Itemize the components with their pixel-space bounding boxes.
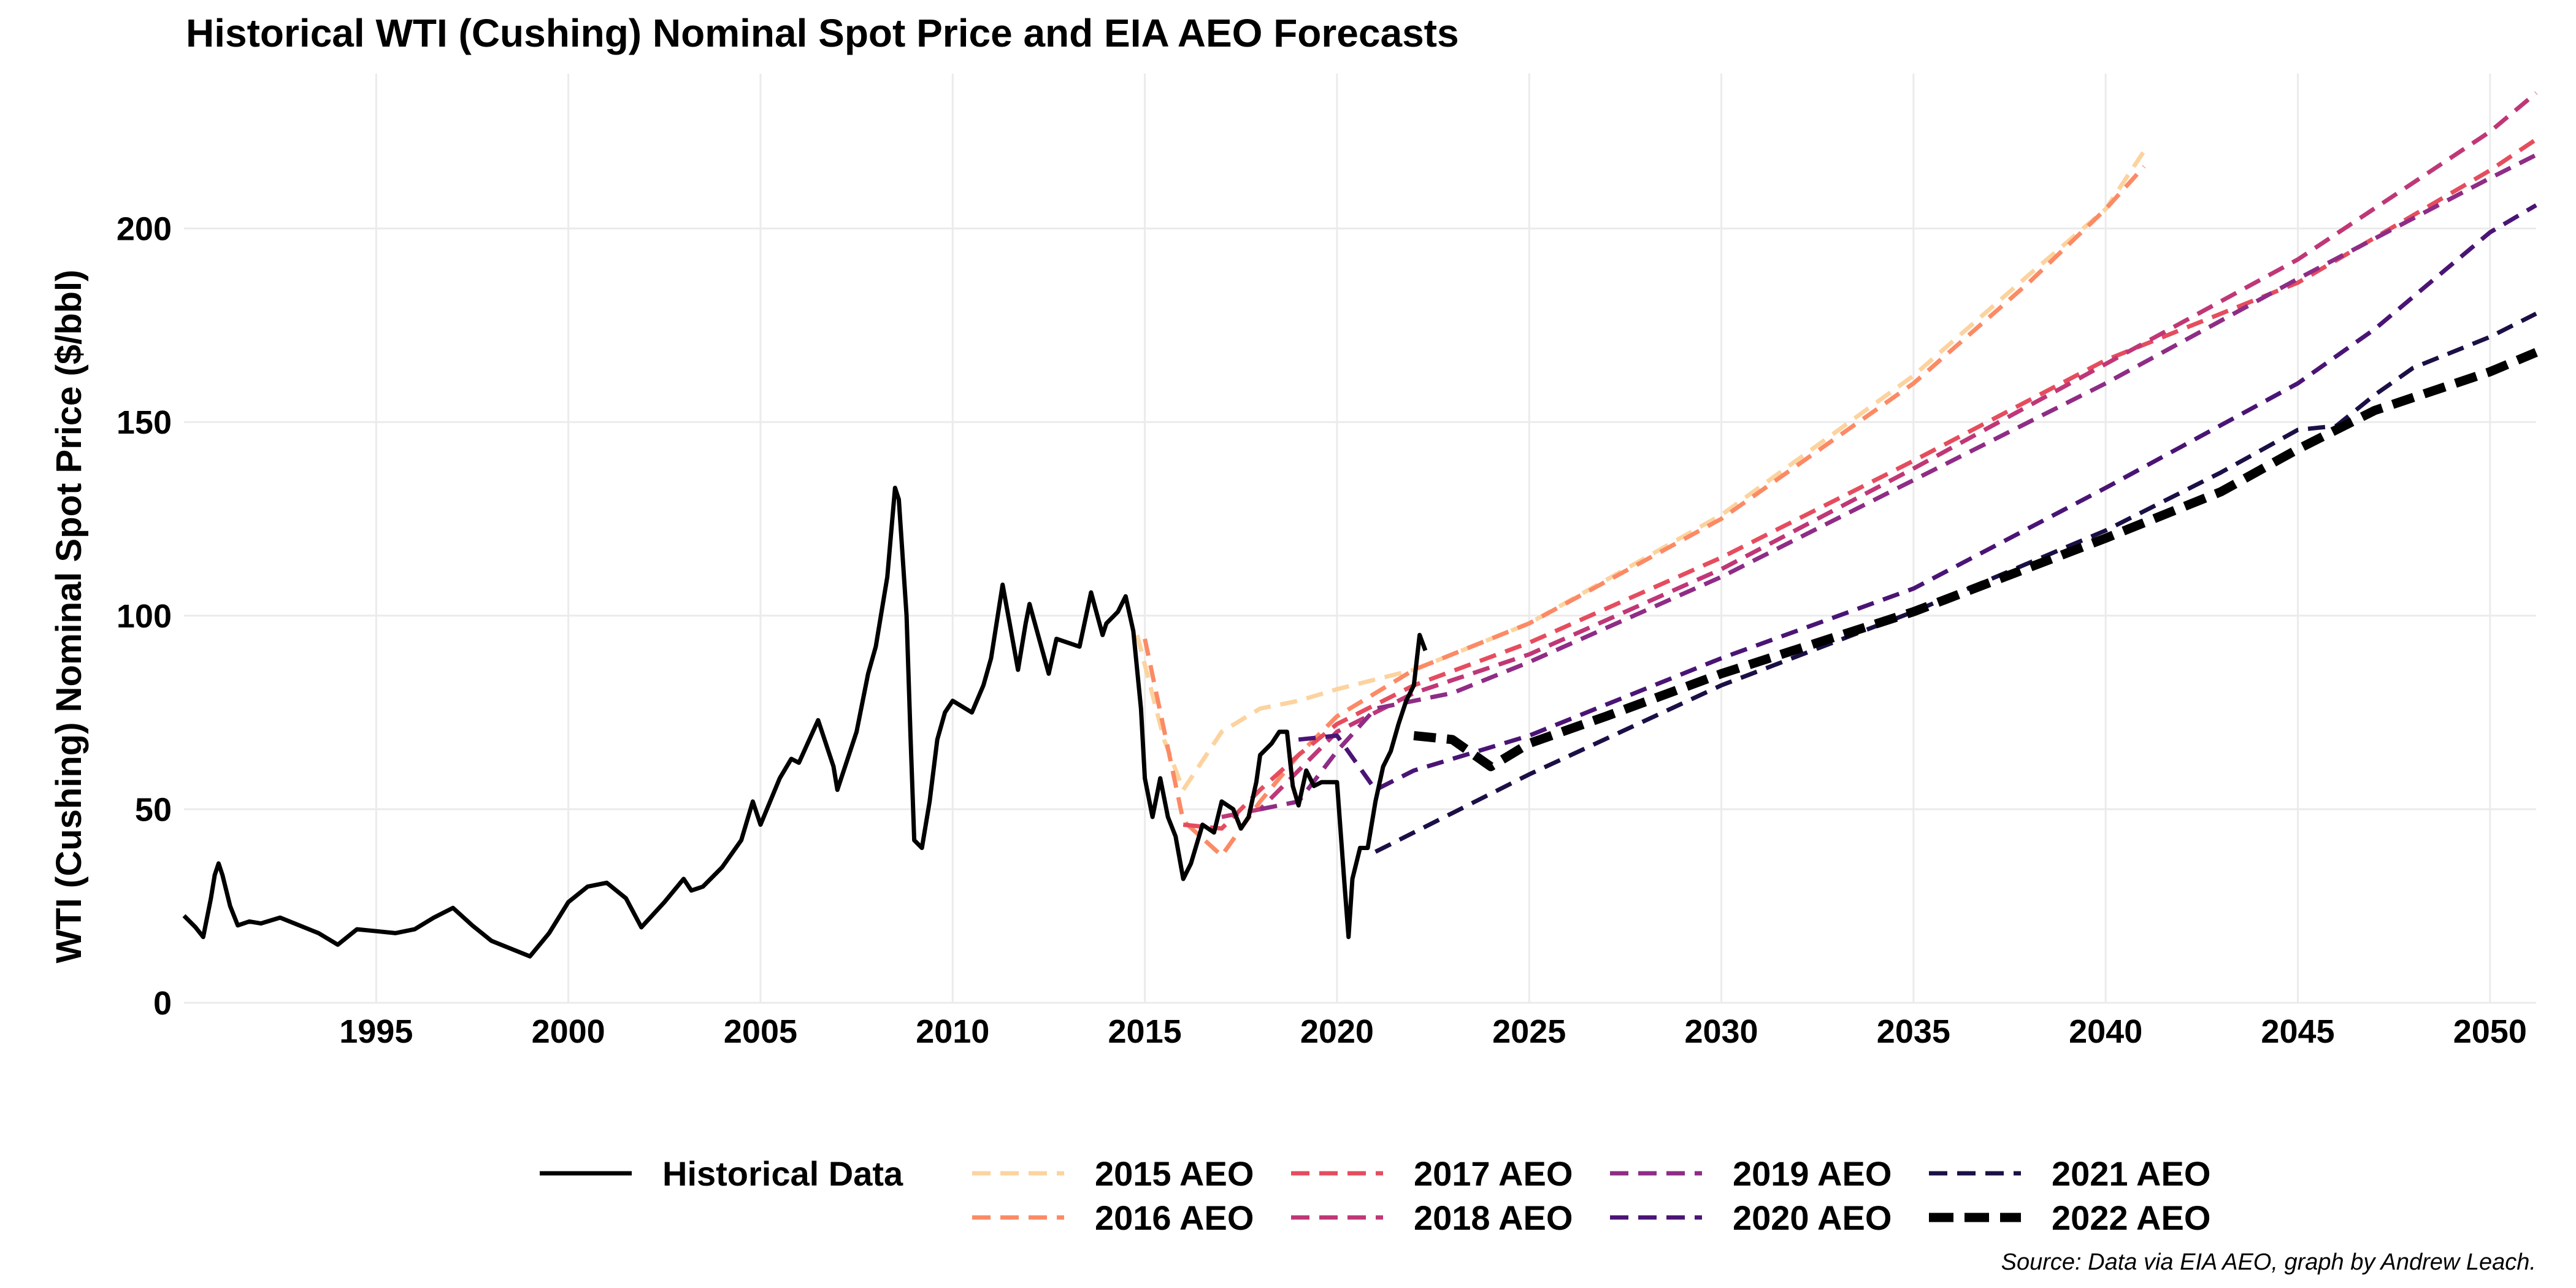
- y-tick-label: 50: [135, 791, 172, 828]
- legend-label: 2018 AEO: [1414, 1198, 1573, 1237]
- x-tick-label: 2050: [2453, 1013, 2527, 1050]
- series-line-2015-aeo: [1135, 150, 2146, 792]
- series-line-2016-aeo: [1143, 165, 2146, 858]
- y-axis-ticks: 0 50 100 150 200: [117, 211, 172, 1022]
- x-tick-label: 2015: [1108, 1013, 1182, 1050]
- x-tick-label: 2030: [1684, 1013, 1758, 1050]
- y-axis-label: WTI (Cushing) Nominal Spot Price ($/bbl): [49, 270, 89, 964]
- x-tick-label: 2010: [916, 1013, 989, 1050]
- series-line-historical-data: [182, 485, 1428, 959]
- series-line-2018-aeo: [1221, 91, 2538, 819]
- x-tick-label: 2020: [1300, 1013, 1374, 1050]
- legend-item-2018-aeo: 2018 AEO: [1291, 1198, 1573, 1237]
- chart-title: Historical WTI (Cushing) Nominal Spot Pr…: [186, 11, 1459, 55]
- legend-label: 2017 AEO: [1414, 1154, 1573, 1193]
- legend-label: 2019 AEO: [1733, 1154, 1892, 1193]
- legend-item-2022-aeo: 2022 AEO: [1929, 1198, 2210, 1237]
- legend-item-historical-data: Historical Data: [540, 1154, 903, 1193]
- series-line-2017-aeo: [1183, 137, 2537, 831]
- series-line-2022-aeo: [1413, 348, 2538, 772]
- x-tick-label: 2000: [532, 1013, 605, 1050]
- legend-item-2020-aeo: 2020 AEO: [1610, 1198, 1892, 1237]
- y-tick-label: 150: [117, 404, 172, 441]
- x-axis-ticks: 1995 2000 2005 2010 2015 2020 2025 2030 2035 2040…: [339, 1013, 2527, 1050]
- legend-label: 2015 AEO: [1095, 1154, 1254, 1193]
- legend-label: 2020 AEO: [1733, 1198, 1892, 1237]
- legend-label: Historical Data: [662, 1154, 903, 1193]
- legend-label: 2016 AEO: [1095, 1198, 1254, 1237]
- legend-label: 2021 AEO: [2052, 1154, 2210, 1193]
- legend: Historical Data 2015 AEO 2017 AEO 2019 AEO 2…: [540, 1154, 2210, 1237]
- legend-item-2021-aeo: 2021 AEO: [1929, 1154, 2210, 1193]
- series-line-2020-aeo: [1298, 203, 2537, 792]
- grid-lines: [184, 74, 2536, 1004]
- x-tick-label: 2040: [2069, 1013, 2142, 1050]
- x-tick-label: 2035: [1877, 1013, 1950, 1050]
- y-tick-label: 0: [153, 985, 172, 1022]
- series-lines: [182, 91, 2538, 959]
- chart-caption: Source: Data via EIA AEO, graph by Andre…: [2001, 1249, 2536, 1275]
- legend-item-2015-aeo: 2015 AEO: [972, 1154, 1254, 1193]
- series-line-2019-aeo: [1259, 153, 2537, 811]
- x-tick-label: 2045: [2261, 1013, 2334, 1050]
- x-tick-label: 1995: [339, 1013, 413, 1050]
- legend-item-2017-aeo: 2017 AEO: [1291, 1154, 1573, 1193]
- y-tick-label: 100: [117, 598, 172, 635]
- y-tick-label: 200: [117, 211, 172, 248]
- x-tick-label: 2025: [1492, 1013, 1566, 1050]
- series-line-2021-aeo: [1374, 312, 2537, 854]
- legend-label: 2022 AEO: [2052, 1198, 2210, 1237]
- x-tick-label: 2005: [724, 1013, 797, 1050]
- legend-item-2016-aeo: 2016 AEO: [972, 1198, 1254, 1237]
- legend-item-2019-aeo: 2019 AEO: [1610, 1154, 1892, 1193]
